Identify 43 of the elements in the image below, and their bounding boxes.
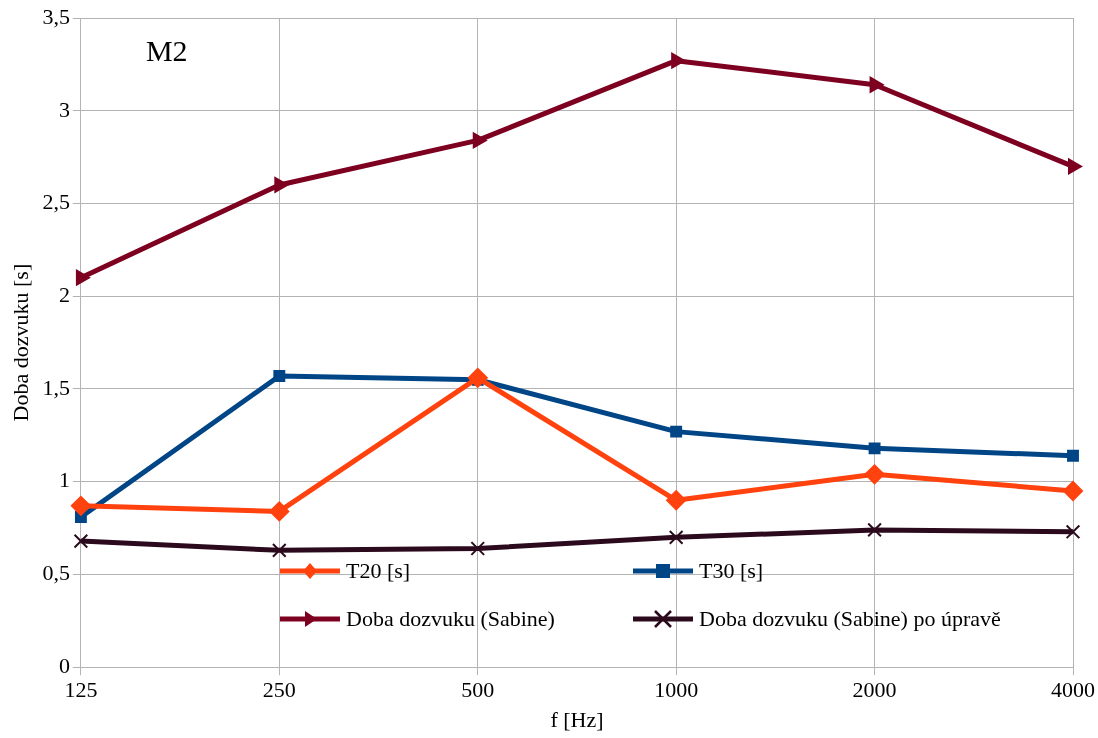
x-tick-label: 1000 <box>654 677 699 703</box>
y-tick-label: 1,5 <box>42 374 70 400</box>
legend-label: T30 [s] <box>699 558 764 584</box>
point <box>1067 449 1079 462</box>
point <box>1063 480 1083 501</box>
x-tick-label: 125 <box>64 677 98 703</box>
x-tick-label: 4000 <box>1051 677 1095 703</box>
y-tick-label: 0 <box>58 652 70 678</box>
point <box>1065 524 1081 540</box>
legend-label: Doba dozvuku (Sabine) po úpravě <box>699 606 1001 632</box>
legend-label: Doba dozvuku (Sabine) <box>346 606 555 632</box>
point <box>269 501 290 522</box>
point <box>271 542 287 558</box>
point <box>867 522 882 538</box>
point <box>70 495 91 516</box>
y-tick-label: 2 <box>58 282 70 308</box>
point <box>467 367 488 388</box>
annotation: M2 <box>145 33 188 67</box>
point <box>671 52 686 69</box>
point <box>73 533 89 549</box>
point <box>1068 158 1082 175</box>
point <box>868 442 881 455</box>
point <box>668 530 684 545</box>
point <box>470 541 486 556</box>
y-tick-label: 3,5 <box>42 3 70 29</box>
y-tick-label: 3 <box>58 96 70 122</box>
y-tick-label: 2,5 <box>42 189 70 215</box>
x-tick-label: 500 <box>461 677 495 703</box>
x-tick-label: 2000 <box>852 677 897 703</box>
point <box>75 269 90 286</box>
legend-label: T20 [s] <box>346 558 411 584</box>
x-tick-label: 250 <box>262 677 296 703</box>
point <box>666 490 687 511</box>
point <box>864 464 885 485</box>
point <box>273 370 286 382</box>
point <box>869 76 884 93</box>
x-axis-title: f [Hz] <box>550 706 604 732</box>
point <box>472 132 487 149</box>
point <box>274 177 289 193</box>
y-tick-label: 1 <box>58 467 70 493</box>
y-axis-title: Doba dozvuku [s] <box>7 263 33 422</box>
y-tick-label: 0,5 <box>42 560 70 586</box>
point <box>670 425 683 438</box>
